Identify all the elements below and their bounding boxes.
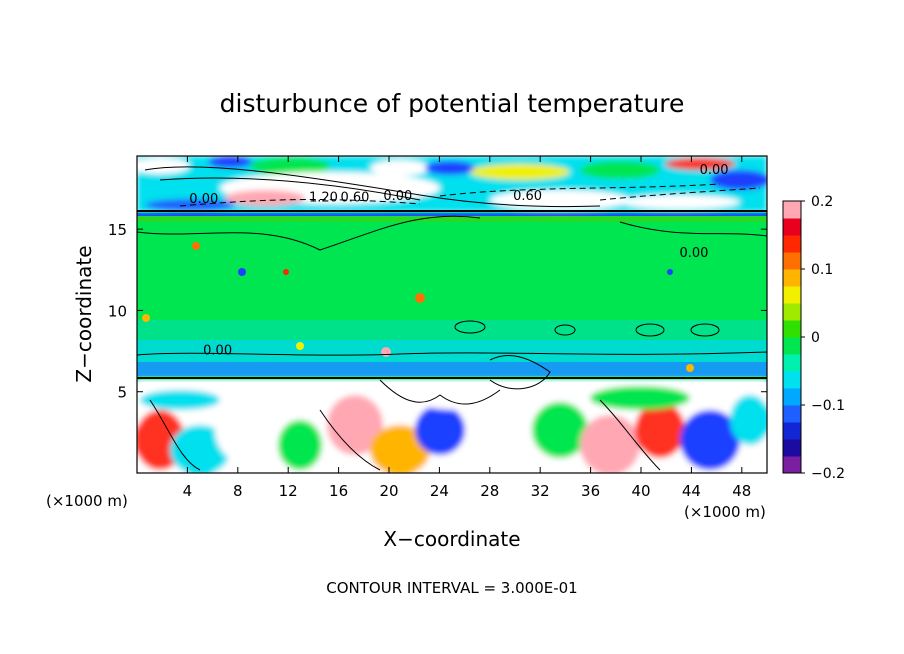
contour-label: 0.00 <box>189 192 218 207</box>
colorbar-tick-label: −0.1 <box>811 398 845 414</box>
colorbar-tick-label: 0 <box>811 330 820 346</box>
upper-band <box>137 156 767 212</box>
colorbar-tick-label: −0.2 <box>811 466 845 482</box>
colorbar-swatch <box>783 456 801 474</box>
field-layer <box>137 156 767 473</box>
y-tick-label: 5 <box>117 384 127 402</box>
y-axis: 5 10 15 <box>108 221 767 402</box>
contour-label: 0.60 <box>341 191 370 206</box>
x-axis-label: X−coordinate <box>383 527 520 551</box>
x-tick-label: 20 <box>379 482 398 500</box>
chart-title: disturbunce of potential temperature <box>220 89 685 118</box>
y-tick-label: 10 <box>108 302 127 320</box>
colorbar-swatch <box>783 439 801 457</box>
x-tick-label: 48 <box>732 482 751 500</box>
y-axis-label: Z−coordinate <box>72 245 96 382</box>
colorbar-swatch <box>783 371 801 389</box>
contour-label: 0.60 <box>513 189 542 204</box>
colorbar-swatch <box>783 405 801 423</box>
colorbar-swatch <box>783 388 801 406</box>
colorbar-swatch <box>783 320 801 338</box>
contour-labels: 0.000.00 1.20 0.60 0.00 0.600.000.00 <box>189 163 728 358</box>
contour-label: 0.00 <box>203 343 232 358</box>
colorbar-swatch <box>783 354 801 372</box>
x-unit-right: (×1000 m) <box>684 503 766 521</box>
colorbar-swatch <box>783 337 801 355</box>
colorbar-swatch <box>783 422 801 440</box>
x-tick-label: 28 <box>480 482 499 500</box>
colorbar-swatch <box>783 286 801 304</box>
contour-lines <box>137 166 767 471</box>
x-tick-label: 40 <box>631 482 650 500</box>
colorbar-ticks: 0.2 0.1 0 −0.1 −0.2 <box>801 194 845 482</box>
x-tick-label: 36 <box>581 482 600 500</box>
colorbar-swatch <box>783 218 801 236</box>
y-tick-label: 15 <box>108 221 127 239</box>
x-tick-label: 4 <box>183 482 193 500</box>
x-tick-label: 12 <box>279 482 298 500</box>
x-tick-label: 24 <box>430 482 449 500</box>
x-axis: 4 8 12 16 20 24 28 32 36 40 44 48 <box>183 156 751 500</box>
x-tick-label: 16 <box>329 482 348 500</box>
colorbar-tick-label: 0.1 <box>811 262 833 278</box>
colorbar-swatch <box>783 303 801 321</box>
contour-label: 0.00 <box>383 189 412 204</box>
colorbar-swatch <box>783 252 801 270</box>
colorbar <box>782 200 802 474</box>
contour-label: 0.00 <box>679 246 708 261</box>
plot-frame <box>136 155 768 474</box>
contour-interval-note: CONTOUR INTERVAL = 3.000E-01 <box>326 579 577 597</box>
x-tick-label: 44 <box>682 482 701 500</box>
colorbar-tick-label: 0.2 <box>811 194 833 210</box>
colorbar-swatch <box>783 201 801 219</box>
colorbar-swatch <box>783 235 801 253</box>
x-unit-left: (×1000 m) <box>46 492 128 510</box>
colorbar-swatch <box>783 269 801 287</box>
x-tick-label: 32 <box>531 482 550 500</box>
lower-band <box>137 380 767 473</box>
contour-label: 0.00 <box>700 163 729 178</box>
contour-label: 1.20 <box>309 191 338 206</box>
x-tick-label: 8 <box>233 482 243 500</box>
